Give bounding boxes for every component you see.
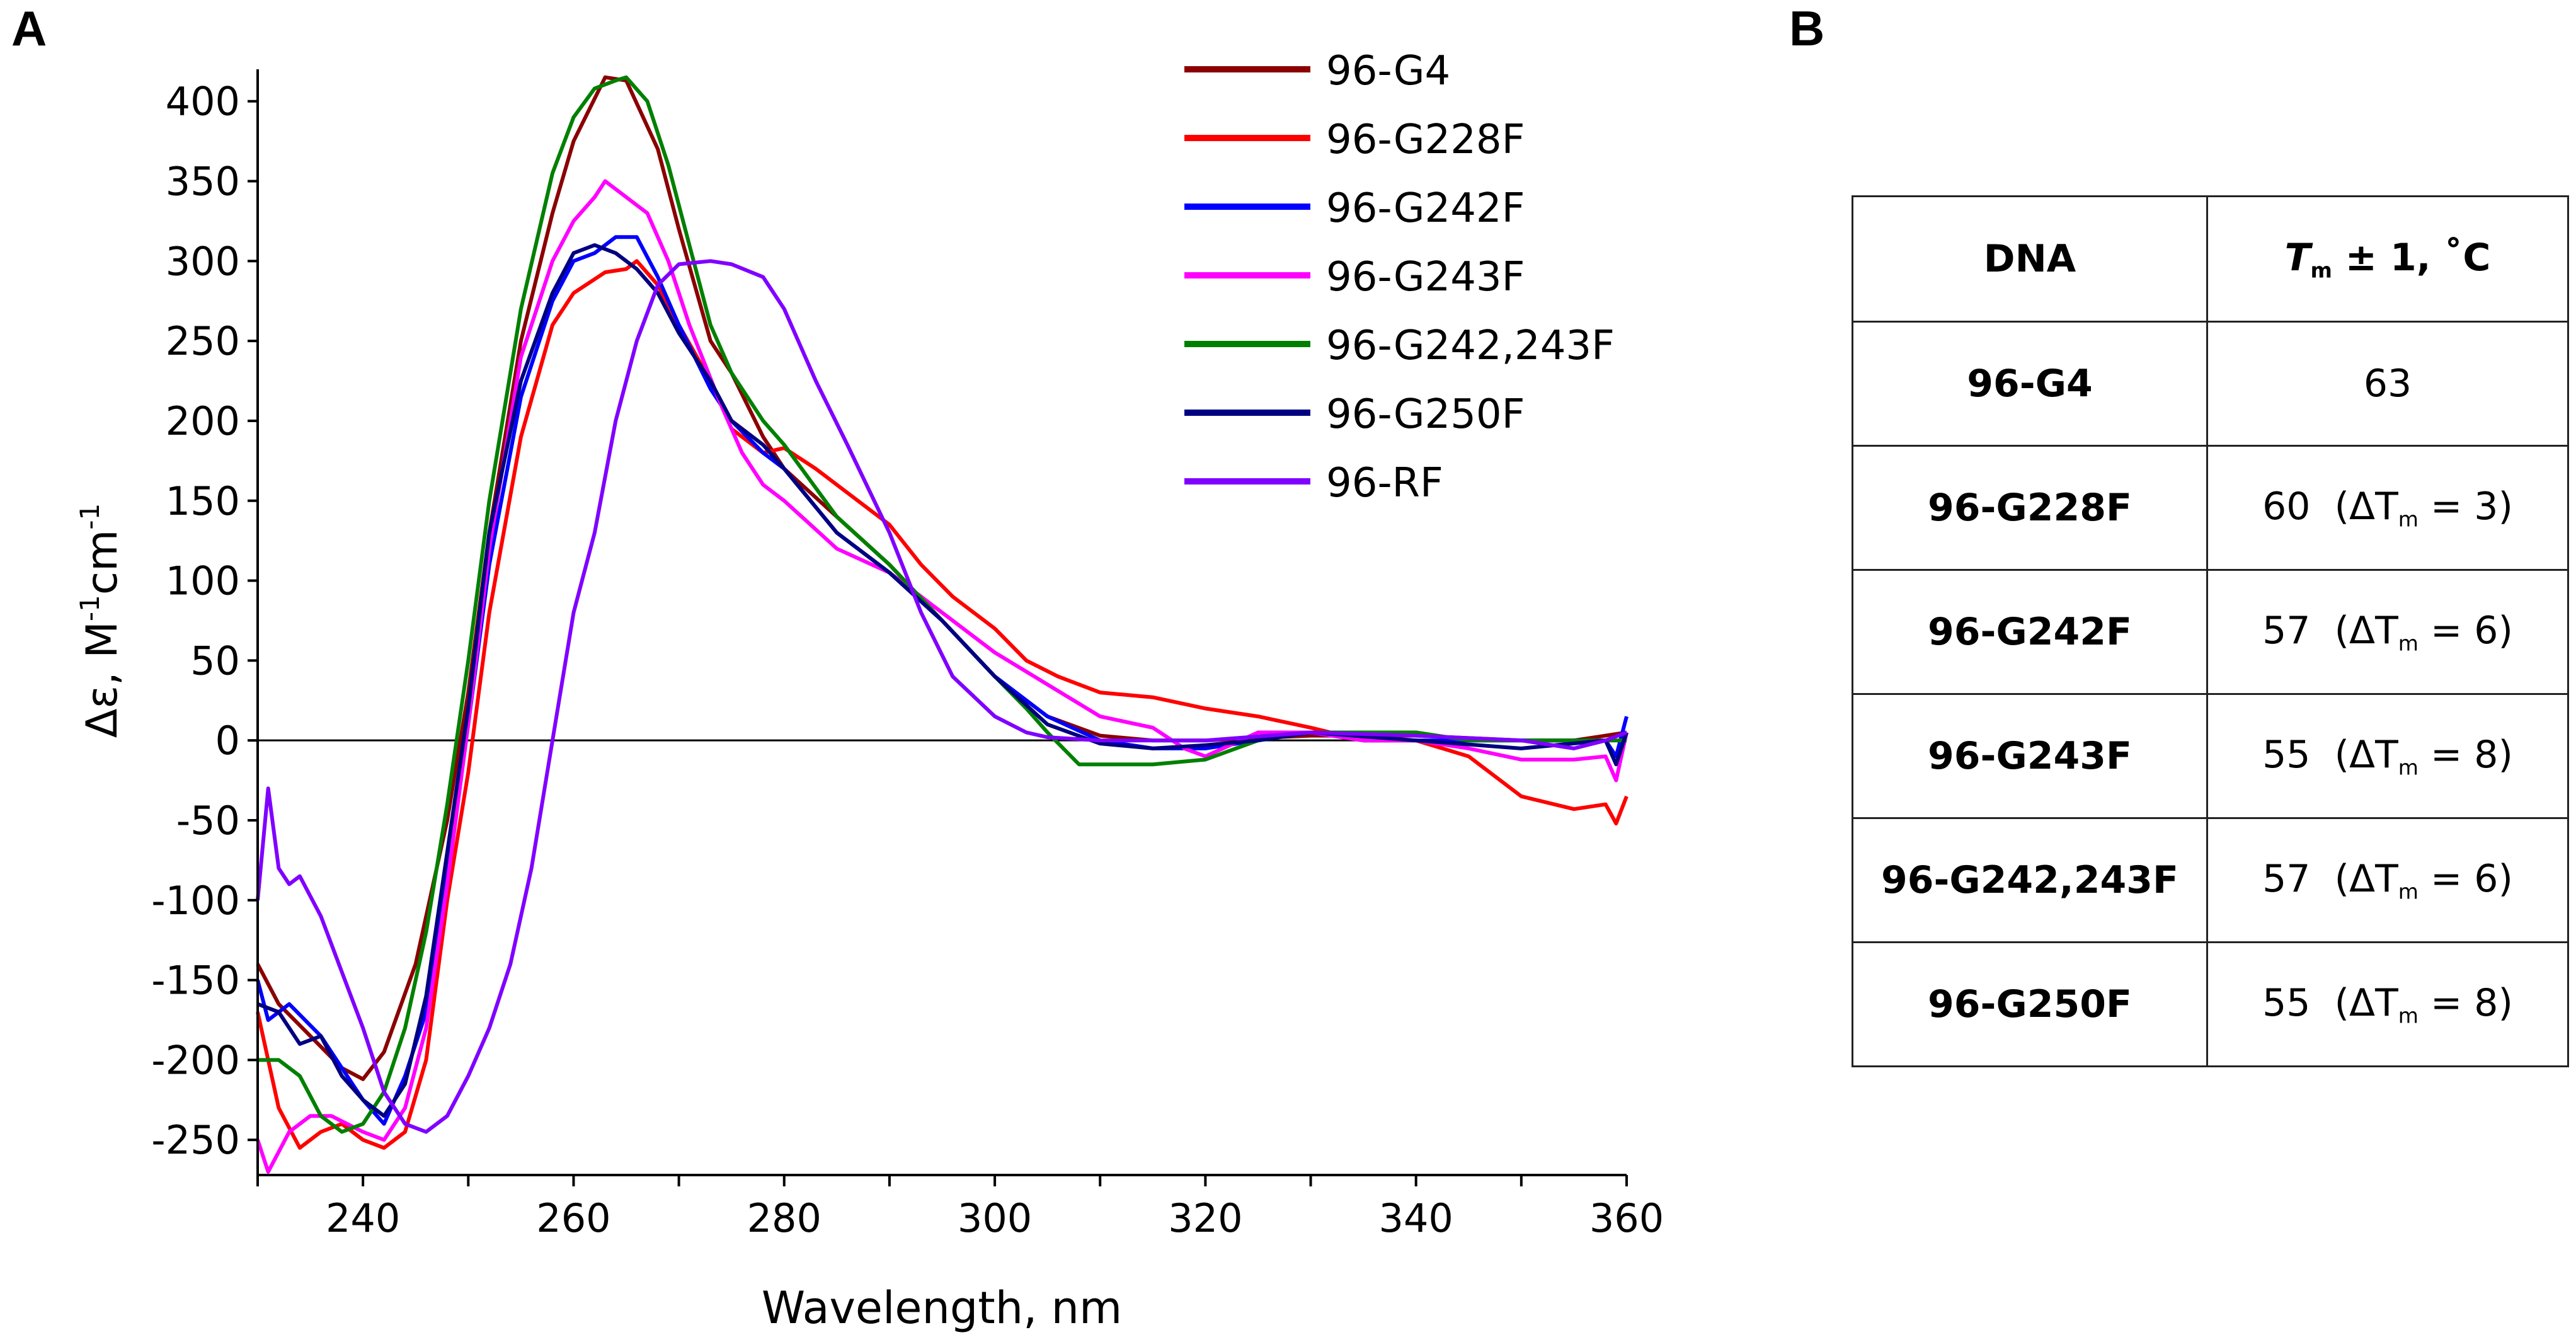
dna-cell: 96-G4 [1852,321,2208,447]
x-tick-label: 340 [1379,1195,1453,1241]
tm-value: 55 [2262,980,2311,1025]
y-tick-label: -150 [151,958,240,1004]
panel-label-a: A [11,1,47,56]
table-row: 96-G4 63 [1852,321,2569,447]
x-tick-label: 280 [747,1195,821,1241]
legend-label: 96-G228F [1326,117,1525,163]
y-tick-label: 0 [215,718,240,764]
series-line-96-G242F [256,235,1629,1126]
legend-label: 96-G243F [1326,254,1525,301]
y-tick-label: 400 [166,79,240,125]
y-tick-label: -100 [151,878,240,924]
delta-tm-value: = 8) [2418,732,2513,777]
tm-value: 57 [2262,856,2311,901]
table-row: 96-G250F 55 (ΔTm = 8) [1852,941,2569,1067]
table-row: 96-G228F 60 (ΔTm = 3) [1852,445,2569,571]
delta-tm-value: = 8) [2418,980,2513,1025]
y-tick-label: 300 [166,238,240,284]
melting-temperature-table: DNA Tm ± 1, ˚C 96-G4 63 96-G228F 60 (ΔTm = … [1852,195,2569,1067]
x-tick-label: 320 [1168,1195,1242,1241]
y-tick-label: -200 [151,1037,240,1083]
series-line-96-G250F [256,243,1629,1118]
legend-label: 96-G242F [1326,185,1525,232]
x-tick-label: 300 [958,1195,1032,1241]
delta-tm-subscript: m [2398,1003,2419,1028]
delta-tm-subscript: m [2398,755,2419,780]
tm-cell: 63 [2206,321,2569,447]
legend-label: 96-G4 [1326,48,1450,95]
legend-label: 96-RF [1326,460,1443,507]
cd-spectra-chart: 400 350 300 250 200 150 100 50 0 -50 -100 -150 -200 -… [74,48,1664,1334]
delta-tm-value: = 6) [2418,856,2513,901]
delta-tm-subscript: m [2398,507,2419,532]
y-tick-label: 350 [166,159,240,205]
y-tick-label: -250 [151,1117,240,1163]
dna-cell: 96-G242,243F [1852,817,2208,943]
tm-cell: 60 (ΔTm = 3) [2206,445,2569,571]
y-tick-label: 200 [166,398,240,444]
dna-cell: 96-G250F [1852,941,2208,1067]
legend-label: 96-G250F [1326,391,1525,438]
delta-tm-value: = 6) [2418,608,2513,653]
series-line-96-RF [256,259,1628,1134]
tm-cell: 57 (ΔTm = 6) [2206,817,2569,943]
delta-tm-prefix: (ΔT [2310,732,2398,777]
header-tm: Tm ± 1, ˚C [2206,195,2569,323]
y-tick-label: 50 [190,638,240,684]
y-tick-label: -50 [176,798,240,844]
x-tick-label: 360 [1589,1195,1664,1241]
tm-value: 55 [2262,732,2311,777]
x-tick-label: 240 [326,1195,400,1241]
delta-tm-prefix: (ΔT [2310,484,2398,529]
tm-value: 57 [2262,608,2311,653]
tm-cell: 55 (ΔTm = 8) [2206,693,2569,819]
dna-cell: 96-G242F [1852,569,2208,695]
y-tick-label: 250 [166,318,240,364]
y-tick-label: 150 [166,478,240,524]
tm-cell: 55 (ΔTm = 8) [2206,941,2569,1067]
table-header-row: DNA Tm ± 1, ˚C [1852,195,2569,323]
table-row: 96-G242F 57 (ΔTm = 6) [1852,569,2569,695]
x-axis-label: Wavelength, nm [762,1282,1122,1334]
tm-cell: 57 (ΔTm = 6) [2206,569,2569,695]
series-line-96-G242,243F [258,75,1627,1134]
y-axis-label: Δε, M-1cm-1 [74,503,127,738]
tm-value: 63 [2363,362,2412,406]
header-dna: DNA [1852,195,2208,323]
delta-tm-subscript: m [2398,879,2419,904]
y-tick-label: 100 [166,558,240,604]
delta-tm-value: = 3) [2418,484,2513,529]
dna-cell: 96-G228F [1852,445,2208,571]
delta-tm-prefix: (ΔT [2310,608,2398,653]
table-row: 96-G242,243F 57 (ΔTm = 6) [1852,817,2569,943]
delta-tm-prefix: (ΔT [2310,980,2398,1025]
delta-tm-prefix: (ΔT [2310,856,2398,901]
tm-value: 60 [2262,484,2311,529]
panel-label-b: B [1789,1,1825,56]
x-tick-label: 260 [536,1195,610,1241]
series-line-96-G243F [256,179,1629,1174]
dna-cell: 96-G243F [1852,693,2208,819]
delta-tm-subscript: m [2398,631,2419,656]
legend-label: 96-G242,243F [1326,323,1615,369]
table-row: 96-G243F 55 (ΔTm = 8) [1852,693,2569,819]
